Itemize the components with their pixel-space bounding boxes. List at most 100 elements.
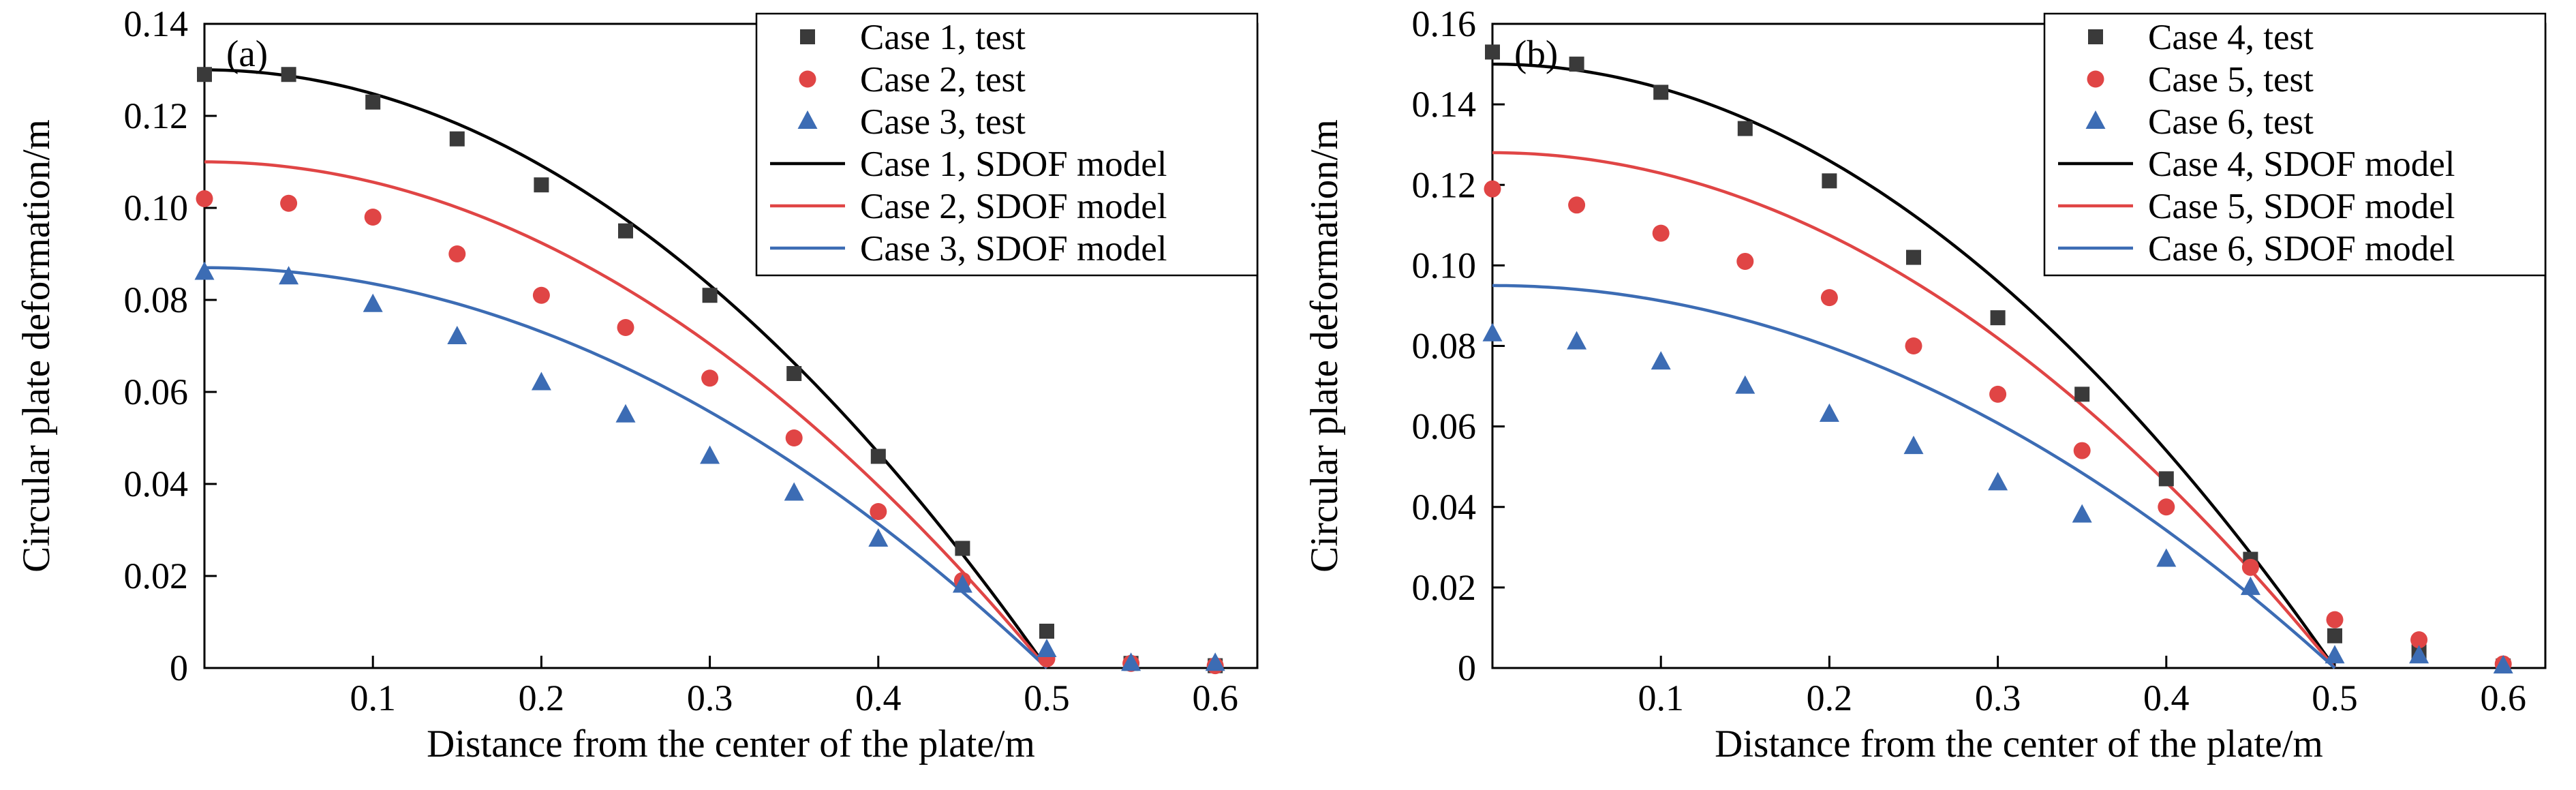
test-point-marker (786, 366, 802, 381)
model-curve (204, 160, 1048, 669)
y-axis-label: Circular plate deformation/m (15, 119, 58, 573)
test-point-marker (534, 177, 549, 193)
test-point-marker (702, 288, 718, 303)
test-point-marker (1988, 472, 2008, 491)
x-tick-label: 0.4 (2143, 678, 2190, 718)
test-point-marker (700, 445, 720, 464)
test-point-marker (1121, 652, 1141, 671)
test-point-marker (784, 482, 804, 501)
test-point-marker (197, 67, 212, 82)
x-tick-label: 0.6 (2480, 678, 2526, 718)
test-point-marker (1989, 385, 2007, 403)
x-tick-label: 0.4 (855, 678, 902, 718)
y-tick-label: 0.08 (124, 279, 189, 320)
test-point-marker (1822, 173, 1837, 189)
test-point-marker (1819, 403, 1839, 422)
y-tick-label: 0.04 (1412, 487, 1477, 528)
test-point-marker (870, 449, 886, 464)
x-tick-label: 0.6 (1192, 678, 1238, 718)
test-point-marker (955, 541, 970, 556)
test-point-marker (952, 574, 972, 593)
x-tick-label: 0.3 (687, 678, 733, 718)
y-tick-label: 0.10 (124, 187, 189, 228)
y-tick-label: 0.06 (1412, 406, 1477, 447)
y-tick-label: 0.06 (124, 371, 189, 412)
test-point-marker (1736, 252, 1754, 270)
test-point-marker (1567, 331, 1587, 350)
x-tick-label: 0.1 (1638, 678, 1684, 718)
test-point-marker (870, 503, 887, 520)
test-point-marker (2327, 628, 2342, 643)
model-curve (1492, 62, 2336, 669)
test-point-marker (449, 131, 465, 147)
y-tick-label: 0.12 (1412, 164, 1477, 205)
y-tick-label: 0 (170, 648, 188, 688)
model-curve (204, 266, 1048, 669)
y-tick-label: 0.14 (1412, 84, 1477, 125)
test-point-marker (194, 261, 215, 280)
test-point-marker (1903, 436, 1924, 455)
legend-marker (2085, 110, 2106, 129)
test-point-marker (1990, 310, 2006, 326)
model-curve (1492, 151, 2336, 669)
test-point-marker (618, 223, 633, 239)
test-point-marker (868, 528, 889, 547)
x-tick-label: 0.3 (1975, 678, 2021, 718)
test-point-marker (1651, 351, 1671, 370)
test-point-marker (701, 369, 719, 387)
test-point-marker (1820, 289, 1838, 307)
x-tick-label: 0.2 (519, 678, 565, 718)
test-point-marker (1652, 224, 1670, 242)
y-tick-label: 0.02 (1412, 567, 1477, 608)
test-point-marker (617, 319, 634, 336)
legend-box (2043, 12, 2547, 277)
legend-label: Case 3, test (860, 102, 1026, 142)
test-point-marker (2241, 558, 2259, 576)
y-tick-label: 0.08 (1412, 326, 1477, 367)
test-point-marker (1735, 375, 1755, 394)
test-point-marker (448, 245, 466, 262)
legend-label: Case 6, test (2148, 102, 2314, 142)
legend-label: Case 2, test (860, 60, 1026, 100)
chart-b: 0.1 0.2 0.3 0.4 0.5 0.6 0 0.02 0.04 0.06 0.08 0.10 0… (1303, 3, 2547, 765)
test-point-marker (1569, 57, 1584, 72)
test-point-marker (2240, 576, 2260, 595)
legend-box (755, 12, 1259, 277)
model-curve (1492, 284, 2336, 669)
chart-panel-b: 0.1 0.2 0.3 0.4 0.5 0.6 0 0.02 0.04 0.06 0.08 0.10 0… (1288, 0, 2576, 790)
y-tick-label: 0 (1458, 648, 1476, 688)
model-curve (204, 68, 1048, 669)
legend-label: Case 2, SDOF model (860, 187, 1167, 226)
test-point-marker (279, 266, 299, 285)
x-tick-label: 0.5 (2312, 678, 2358, 718)
test-point-marker (281, 67, 296, 82)
legend-label: Case 3, SDOF model (860, 229, 1167, 269)
test-point-marker (615, 404, 636, 423)
test-point-marker (2158, 471, 2174, 487)
legend-label: Case 4, SDOF model (2148, 145, 2455, 184)
legend-marker (800, 29, 815, 44)
test-point-marker (363, 293, 383, 312)
test-point-marker (1205, 652, 1225, 671)
test-point-marker (280, 194, 298, 212)
test-point-marker (2326, 611, 2344, 628)
test-point-marker (365, 94, 381, 110)
test-point-marker (2072, 504, 2092, 523)
legend-marker (797, 110, 818, 129)
test-point-marker (364, 209, 382, 226)
panel-label: (b) (1514, 33, 1558, 74)
y-tick-label: 0.02 (124, 556, 189, 596)
legend-label: Case 6, SDOF model (2148, 229, 2455, 269)
test-point-marker (1037, 639, 1057, 657)
x-tick-label: 0.5 (1024, 678, 1070, 718)
test-point-marker (531, 371, 551, 391)
x-tick-label: 0.1 (350, 678, 396, 718)
legend-label: Case 4, test (2148, 18, 2314, 57)
x-axis-label: Distance from the center of the plate/m (427, 723, 1035, 765)
test-point-marker (2158, 498, 2175, 516)
test-point-marker (447, 326, 467, 344)
chart-panel-a: 0.1 0.2 0.3 0.4 0.5 0.6 0 0.02 0.04 0.06 0.08 0.10 0… (15, 3, 1259, 765)
y-tick-label: 0.14 (124, 3, 189, 44)
x-tick-label: 0.2 (1807, 678, 1853, 718)
